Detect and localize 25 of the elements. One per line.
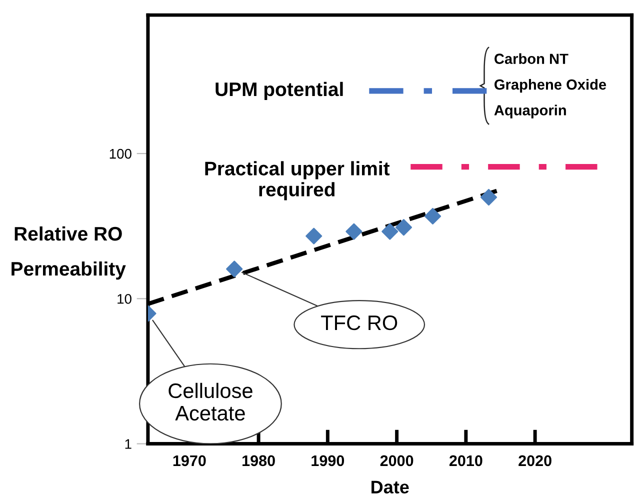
annotation: Aquaporin (494, 104, 566, 118)
annotation: Cellulose Acetate (168, 382, 252, 421)
point (226, 260, 243, 278)
x-tick-label: 2010 (449, 455, 482, 466)
point (480, 188, 498, 206)
point (424, 208, 442, 224)
series-label: Practical upper limit required (205, 161, 390, 200)
x-tick-label: 1980 (242, 455, 275, 466)
annotation: Graphene Oxide (494, 79, 606, 93)
y-tick-label: 10 (118, 294, 132, 304)
annotation: TFC RO (321, 315, 398, 330)
point (382, 223, 398, 240)
series-label: UPM potential (216, 82, 343, 100)
point (346, 223, 362, 240)
point (306, 228, 322, 244)
point (395, 219, 412, 236)
x-tick-label: 2000 (380, 455, 414, 466)
y-axis-title: Relative RO Permeability (12, 226, 126, 280)
y-tick-label: 1 (125, 439, 132, 449)
y-tick-label: 100 (110, 148, 132, 159)
x-tick-label: 1990 (312, 455, 344, 466)
x-tick-label: 1970 (173, 455, 206, 466)
x-axis-title: Date (372, 480, 409, 494)
x-tick-label: 2020 (518, 455, 552, 466)
annotation: Carbon NT (494, 53, 568, 64)
